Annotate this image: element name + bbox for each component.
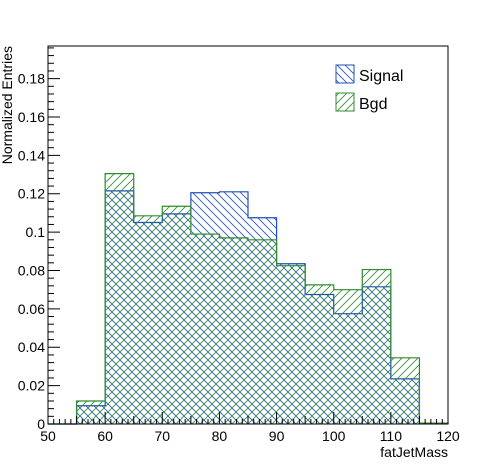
x-axis-title: fatJetMass	[380, 444, 448, 460]
bar-bgd-4	[162, 206, 191, 424]
x-tick-label: 60	[97, 428, 113, 444]
series-outline-bgd	[48, 172, 449, 425]
legend-label-signal: Signal	[359, 68, 403, 85]
legend-label-bgd: Bgd	[359, 96, 387, 113]
bar-bgd-12	[390, 357, 420, 424]
series-bgd	[48, 172, 449, 425]
axes-layer: 50 60 70 80 90 100 110 120 0 0.02 0.04 0.06 0.08 0.1 0…	[18, 45, 460, 444]
bar-bgd-5	[190, 234, 220, 424]
x-tick-label: 90	[269, 428, 285, 444]
bar-bgd-1	[76, 400, 106, 424]
legend-swatch-signal	[335, 64, 355, 84]
x-tick-label: 80	[212, 428, 228, 444]
y-tick-label: 0.14	[18, 147, 45, 163]
bar-bgd-8	[276, 265, 306, 424]
y-tick-label: 0.02	[18, 378, 45, 394]
bar-bgd-6	[219, 237, 248, 424]
bar-bgd-9	[305, 284, 334, 424]
y-tick-label: 0.18	[18, 71, 45, 87]
y-tick-label: 0.08	[18, 262, 45, 278]
y-tick-label: 0.16	[18, 109, 45, 125]
y-tick-label: 0	[37, 416, 45, 432]
x-tick-label: 100	[322, 428, 346, 444]
y-tick-label: 0.06	[18, 301, 45, 317]
legend: Signal Bgd	[335, 64, 403, 113]
y-tick-label: 0.12	[18, 186, 45, 202]
x-tick-label: 110	[380, 428, 403, 444]
bar-bgd-3	[133, 215, 163, 424]
bars-layer	[48, 172, 449, 425]
y-tick-label: 0.04	[18, 339, 45, 355]
x-tick-label: 50	[40, 428, 56, 444]
bar-bgd-10	[333, 289, 363, 424]
x-tick-label: 70	[154, 428, 170, 444]
bar-bgd-11	[362, 269, 391, 424]
bar-bgd-7	[248, 239, 277, 424]
bar-bgd-2	[105, 173, 134, 424]
y-axis-title: Normalized Entries	[0, 46, 15, 164]
x-tick-label: 120	[436, 428, 460, 444]
y-tick-label: 0.1	[26, 224, 46, 240]
legend-swatch-bgd	[335, 92, 355, 112]
